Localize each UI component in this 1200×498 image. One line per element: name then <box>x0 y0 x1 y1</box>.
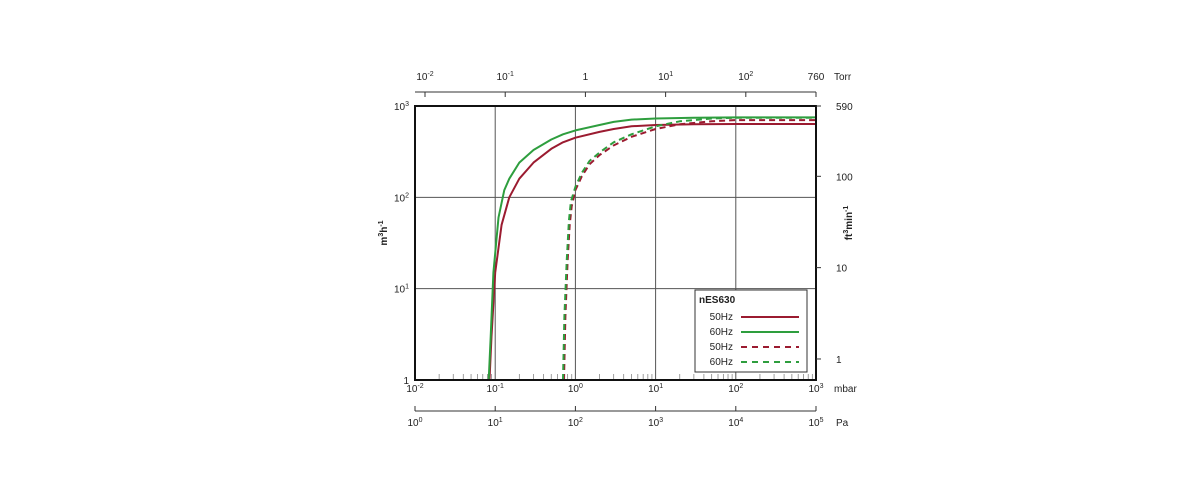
series-line-1 <box>487 116 816 381</box>
x-tick-label: 102 <box>728 383 743 395</box>
legend-label: 50Hz <box>710 342 733 353</box>
grid-lines <box>415 106 816 380</box>
x-unit-label: mbar <box>834 384 857 395</box>
series-line-3 <box>562 116 816 381</box>
right-tick-label: 100 <box>836 172 853 183</box>
top-tick-label: 1 <box>583 72 589 83</box>
pa-unit-label: Pa <box>836 418 849 429</box>
y-axis-title: m3h-1 <box>378 220 390 245</box>
right-tick-label: 590 <box>836 102 853 113</box>
legend-label: 60Hz <box>710 357 733 368</box>
legend: nES630 50Hz 60Hz 50Hz 60Hz <box>694 289 808 373</box>
top-tick-label: 10-1 <box>497 71 514 83</box>
legend-label: 50Hz <box>710 312 733 323</box>
y-tick-label: 103 <box>394 101 409 113</box>
top-tick-label: 101 <box>658 71 673 83</box>
right-axis-title: ft3min-1 <box>843 206 855 241</box>
x-tick-label: 10-1 <box>487 383 504 395</box>
x-tick-label: 100 <box>568 383 583 395</box>
series-lines <box>487 116 816 381</box>
series-line-0 <box>488 123 816 381</box>
top-tick-label: 760 <box>808 72 825 83</box>
x-tick-label: 103 <box>808 383 823 395</box>
pa-tick-label: 104 <box>728 417 743 429</box>
pa-tick-label: 103 <box>648 417 663 429</box>
top-unit-label: Torr <box>834 72 852 83</box>
legend-title: nES630 <box>699 295 736 306</box>
pa-tick-label: 101 <box>488 417 503 429</box>
right-tick-label: 1 <box>836 355 842 366</box>
pa-tick-label: 100 <box>407 417 422 429</box>
top-tick-label: 10-2 <box>416 71 433 83</box>
pa-tick-label: 102 <box>568 417 583 429</box>
x-tick-label: 101 <box>648 383 663 395</box>
y-tick-label: 101 <box>394 284 409 296</box>
plot-frame <box>414 105 817 381</box>
x-tick-label: 10-2 <box>406 383 423 395</box>
top-tick-label: 102 <box>738 71 753 83</box>
legend-label: 60Hz <box>710 327 733 338</box>
right-tick-label: 10 <box>836 264 848 275</box>
pa-tick-label: 105 <box>808 417 823 429</box>
y-tick-label: 102 <box>394 192 409 204</box>
y-tick-label: 1 <box>403 376 409 387</box>
